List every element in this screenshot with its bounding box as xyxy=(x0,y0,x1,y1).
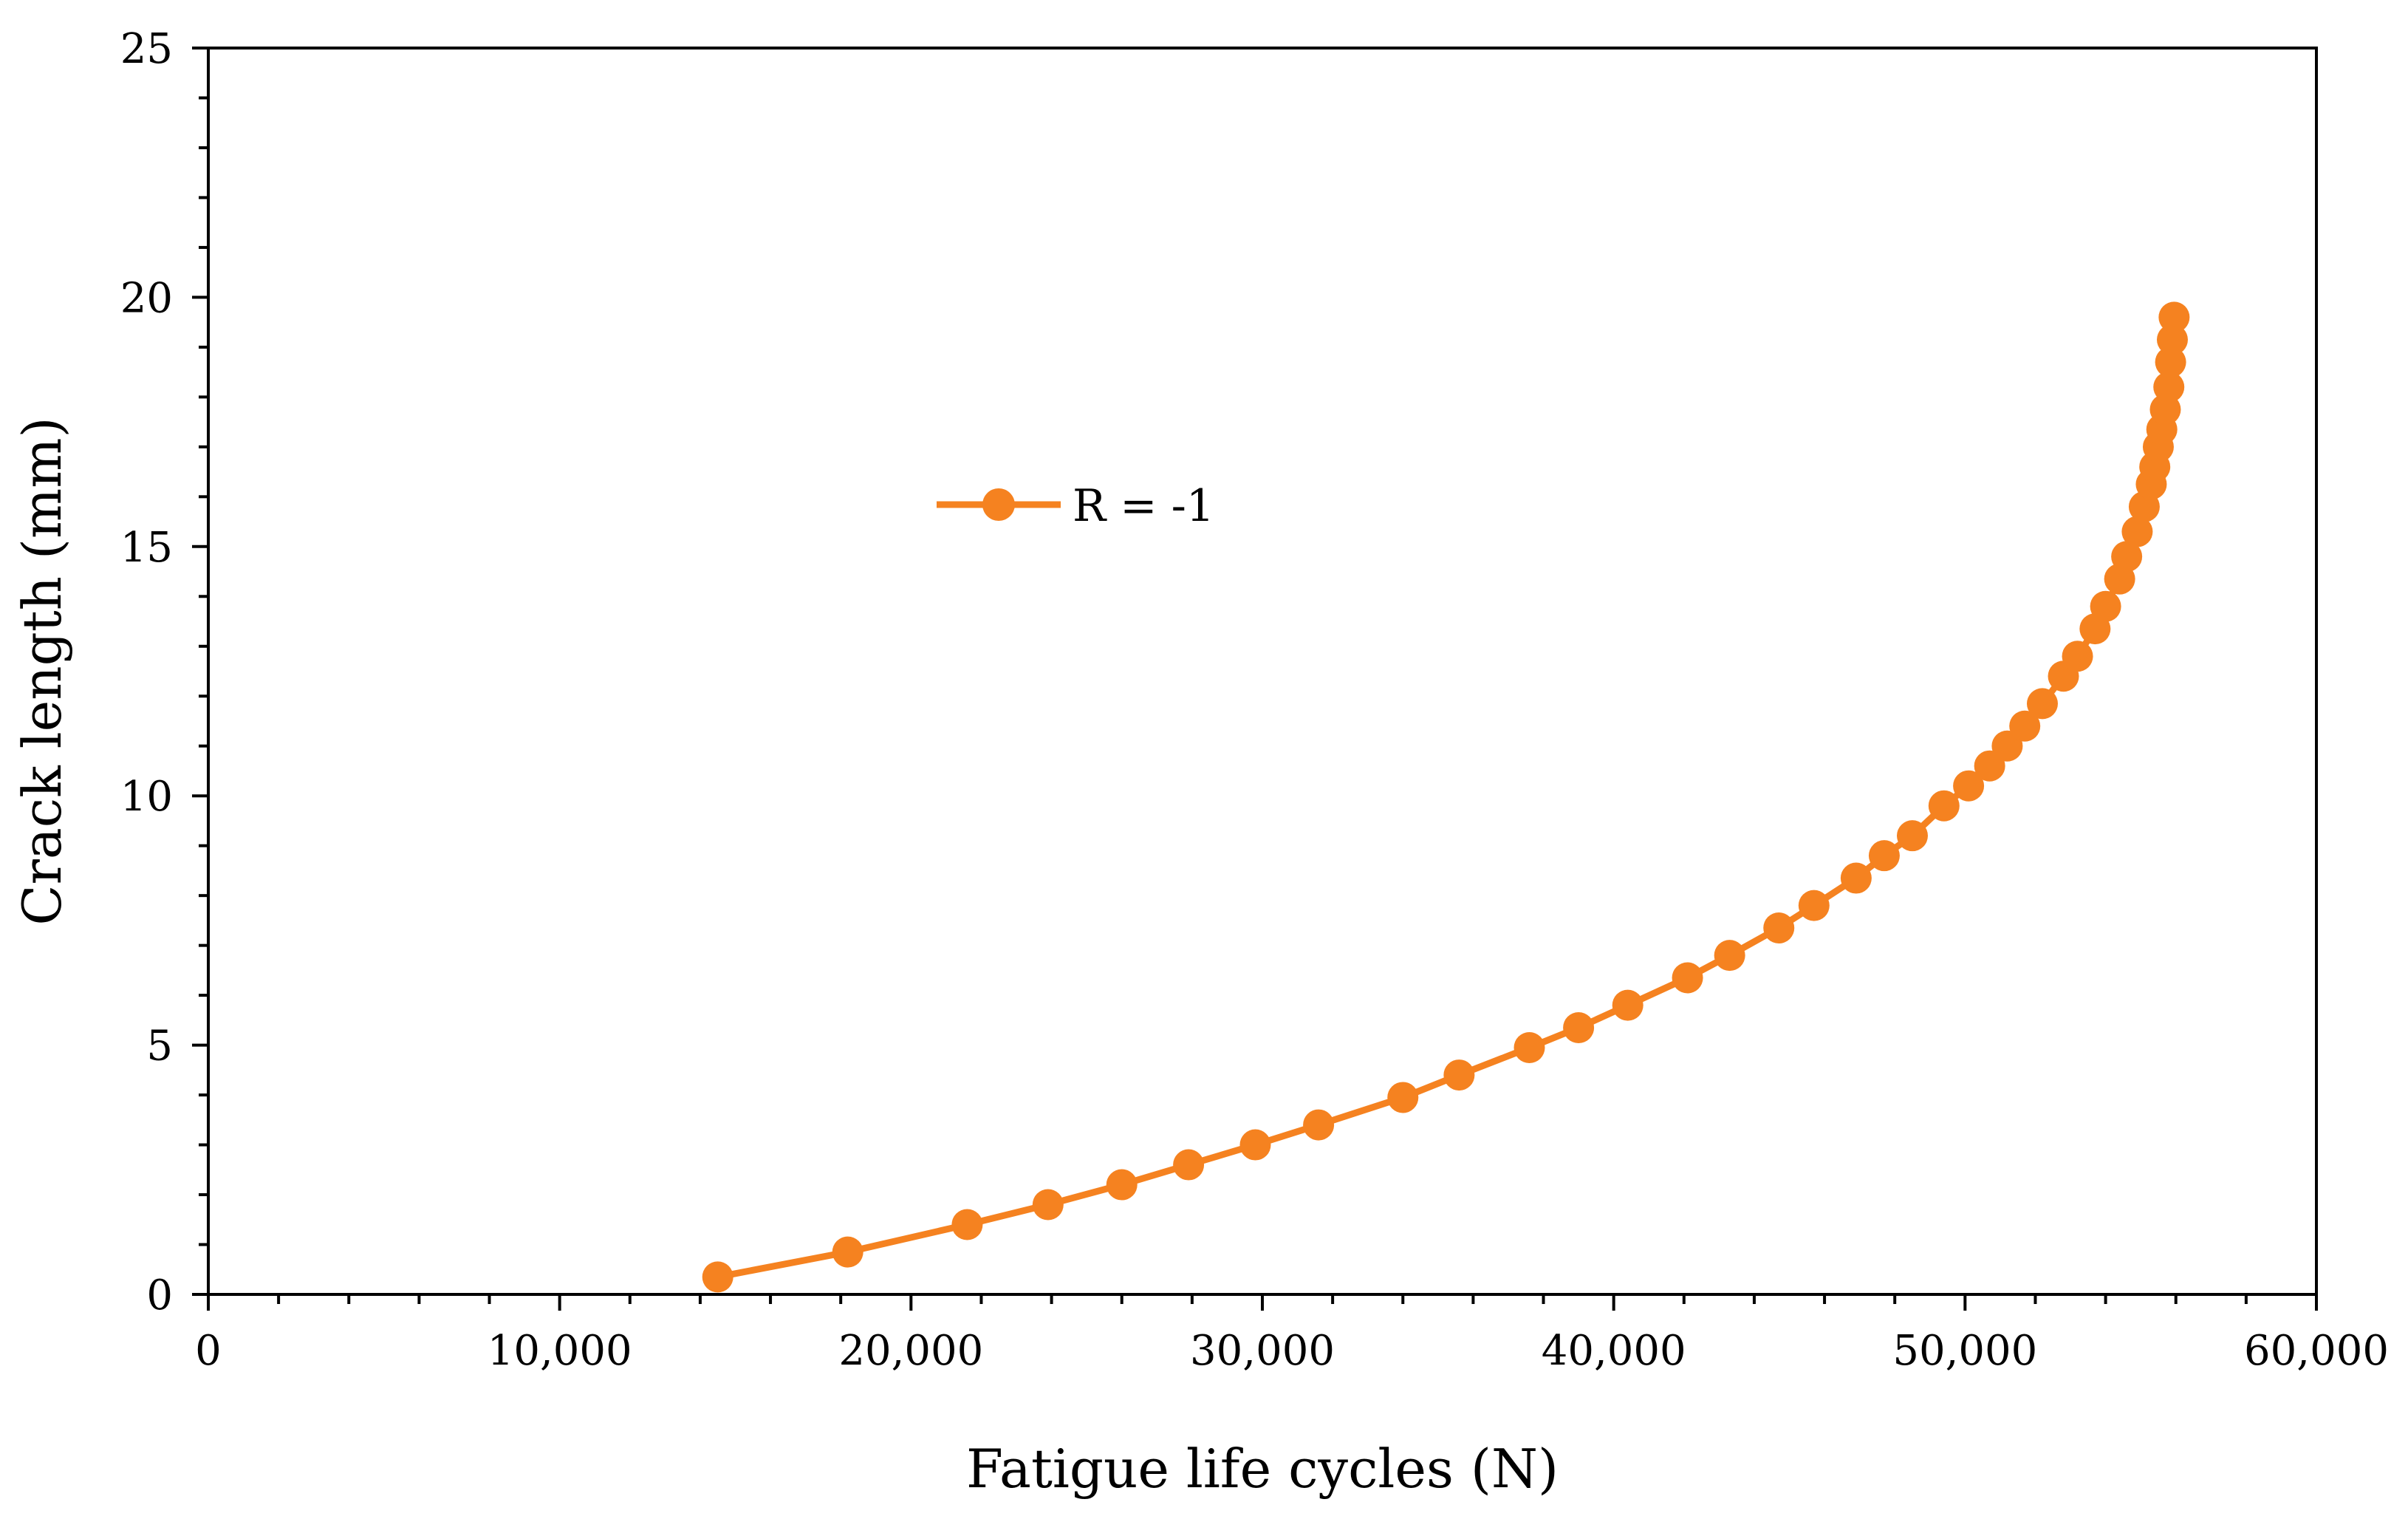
data-point xyxy=(2026,688,2058,720)
data-point xyxy=(1928,790,1960,822)
x-tick-label: 40,000 xyxy=(1542,1327,1686,1375)
legend-marker-sample xyxy=(982,488,1015,521)
y-tick-label: 20 xyxy=(120,274,173,322)
data-point xyxy=(1173,1149,1205,1181)
x-tick-label: 30,000 xyxy=(1190,1327,1335,1375)
data-point xyxy=(1563,1011,1595,1043)
data-point xyxy=(1239,1129,1271,1161)
x-tick-label: 0 xyxy=(195,1327,222,1375)
data-point xyxy=(1953,770,1985,802)
x-axis-ticks: 0 10,000 20,000 30,000 40,000 50,000 60,000 xyxy=(195,1294,2389,1375)
data-point xyxy=(1763,912,1795,944)
data-point xyxy=(1106,1169,1138,1201)
data-point xyxy=(1896,820,1928,852)
data-point xyxy=(1840,862,1872,894)
data-point xyxy=(1513,1031,1545,1063)
y-tick-label: 5 xyxy=(146,1023,173,1071)
data-point xyxy=(2111,541,2143,573)
x-tick-label: 60,000 xyxy=(2244,1327,2389,1375)
data-point xyxy=(2062,641,2093,672)
data-point xyxy=(1798,890,1830,921)
data-point xyxy=(2121,516,2153,547)
data-point xyxy=(1868,840,1900,872)
data-point xyxy=(702,1261,733,1293)
series-layer xyxy=(702,301,2190,1293)
data-point xyxy=(2090,590,2121,622)
data-point xyxy=(2153,371,2185,403)
y-axis-title: Crack length (mm) xyxy=(11,417,73,925)
y-axis-ticks: 0 5 10 15 20 25 xyxy=(120,25,208,1320)
plot-border xyxy=(207,47,2318,1296)
plot-frame xyxy=(207,47,2318,1296)
data-point xyxy=(1714,940,1745,972)
y-tick-label: 10 xyxy=(120,773,173,821)
data-point xyxy=(2158,301,2190,333)
data-point xyxy=(1612,989,1643,1021)
data-point xyxy=(1991,730,2023,762)
x-axis-title: Fatigue life cycles (N) xyxy=(966,1438,1559,1500)
x-tick-label: 10,000 xyxy=(488,1327,632,1375)
data-point xyxy=(1387,1082,1419,1113)
data-point xyxy=(1303,1109,1335,1141)
x-tick-label: 20,000 xyxy=(838,1327,983,1375)
x-tick-label: 50,000 xyxy=(1892,1327,2037,1375)
legend-label: R = -1 xyxy=(1073,480,1214,532)
data-point xyxy=(2156,324,2188,355)
legend: R = -1 xyxy=(937,480,1214,532)
data-point xyxy=(1672,962,1703,994)
data-point xyxy=(2009,710,2041,742)
data-point xyxy=(832,1236,863,1268)
data-point xyxy=(1974,750,2005,782)
y-tick-label: 25 xyxy=(120,25,173,73)
data-point xyxy=(951,1209,983,1240)
y-tick-label: 0 xyxy=(146,1271,173,1320)
data-point xyxy=(1443,1059,1475,1091)
data-point xyxy=(1032,1189,1064,1221)
data-point xyxy=(2155,347,2186,378)
y-tick-label: 15 xyxy=(120,524,173,572)
